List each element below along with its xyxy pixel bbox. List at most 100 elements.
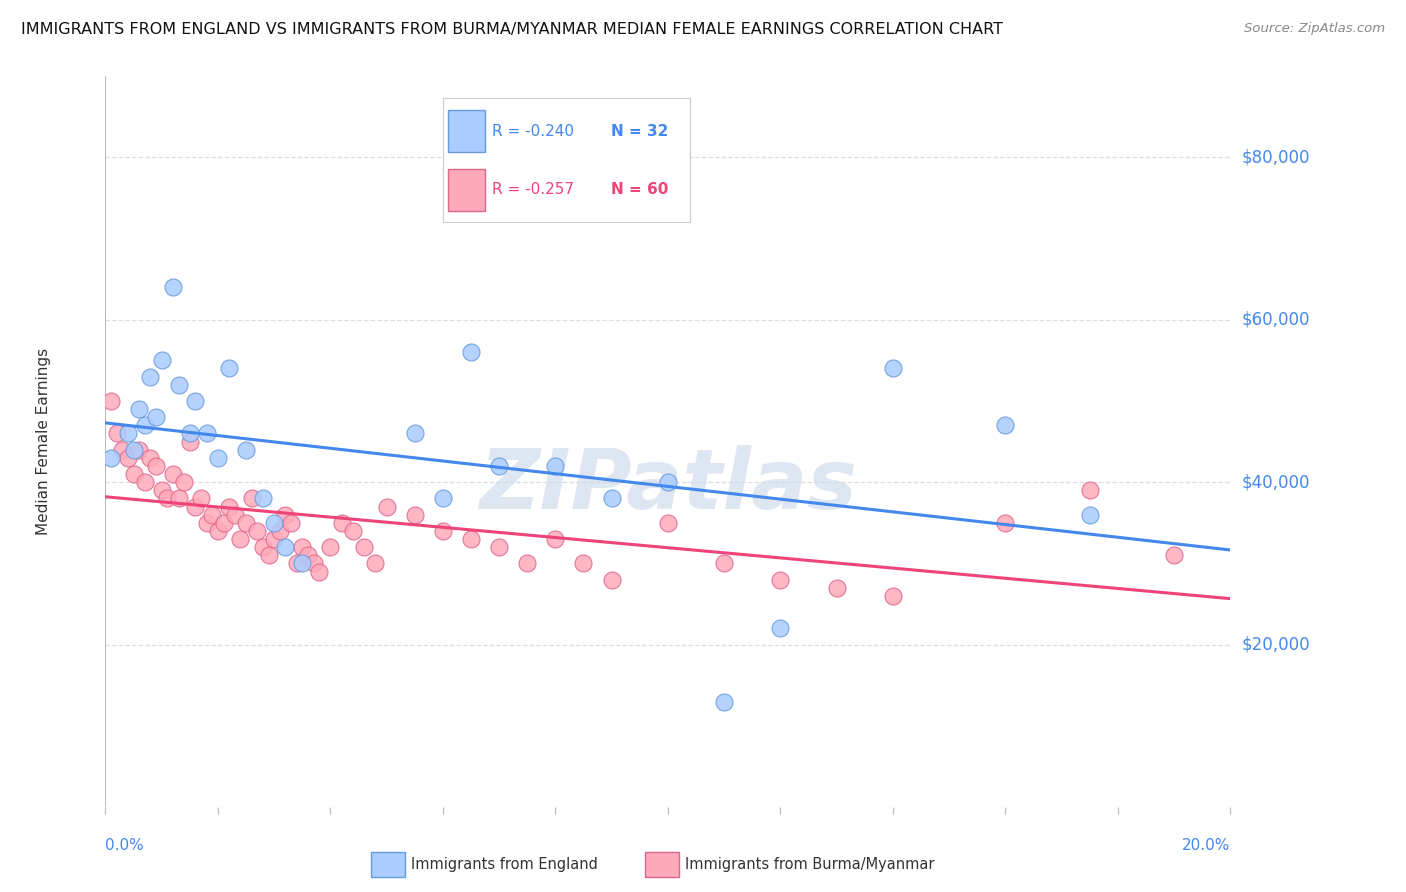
Point [1078, 483, 1101, 498]
Point [460, 532, 482, 546]
Point [600, 573, 623, 587]
Point [404, 508, 426, 522]
Point [145, 458, 167, 473]
Point [657, 516, 679, 530]
Text: $80,000: $80,000 [1241, 148, 1310, 166]
Point [297, 549, 319, 563]
Point [882, 361, 904, 376]
Point [167, 377, 190, 392]
Point [274, 540, 297, 554]
Point [173, 475, 195, 490]
Point [353, 540, 375, 554]
Point [167, 491, 190, 506]
Point [994, 516, 1017, 530]
Point [207, 450, 229, 465]
Point [128, 442, 150, 457]
Point [1078, 508, 1101, 522]
Point [882, 589, 904, 603]
Point [257, 549, 280, 563]
Point [330, 516, 353, 530]
Point [488, 540, 510, 554]
Point [319, 540, 342, 554]
Point [150, 353, 173, 368]
Point [342, 524, 364, 538]
Point [713, 695, 735, 709]
Text: $40,000: $40,000 [1241, 473, 1310, 491]
Point [364, 557, 387, 571]
Point [111, 442, 134, 457]
Point [218, 500, 240, 514]
Point [600, 491, 623, 506]
Point [308, 565, 330, 579]
Text: Immigrants from Burma/Myanmar: Immigrants from Burma/Myanmar [685, 857, 934, 871]
Text: ZIPatlas: ZIPatlas [479, 445, 856, 526]
Text: Median Female Earnings: Median Female Earnings [37, 348, 51, 535]
Point [235, 442, 257, 457]
Point [285, 557, 308, 571]
Point [432, 491, 454, 506]
Point [156, 491, 179, 506]
Point [229, 532, 252, 546]
Point [224, 508, 246, 522]
Point [134, 475, 156, 490]
Point [516, 557, 538, 571]
Text: Source: ZipAtlas.com: Source: ZipAtlas.com [1244, 22, 1385, 36]
Point [139, 369, 162, 384]
Point [195, 516, 218, 530]
Point [291, 557, 314, 571]
Point [252, 491, 274, 506]
Point [128, 402, 150, 417]
Text: Immigrants from England: Immigrants from England [411, 857, 598, 871]
Point [179, 426, 201, 441]
Text: 0.0%: 0.0% [105, 838, 145, 853]
Point [105, 426, 128, 441]
Point [1163, 549, 1185, 563]
Point [117, 450, 139, 465]
Point [713, 557, 735, 571]
Point [274, 508, 297, 522]
Point [139, 450, 162, 465]
Point [769, 573, 792, 587]
Point [212, 516, 235, 530]
Text: $20,000: $20,000 [1241, 636, 1310, 654]
Point [117, 426, 139, 441]
Point [150, 483, 173, 498]
Point [825, 581, 848, 595]
Point [184, 500, 207, 514]
Point [184, 393, 207, 408]
Point [201, 508, 224, 522]
Point [100, 393, 122, 408]
Point [432, 524, 454, 538]
Point [994, 418, 1017, 433]
Point [207, 524, 229, 538]
Point [246, 524, 269, 538]
Point [145, 410, 167, 425]
Point [162, 280, 184, 294]
Point [195, 426, 218, 441]
Text: 20.0%: 20.0% [1182, 838, 1230, 853]
Point [404, 426, 426, 441]
Point [572, 557, 595, 571]
Point [252, 540, 274, 554]
Point [291, 540, 314, 554]
Point [179, 434, 201, 449]
Point [122, 467, 145, 481]
Point [302, 557, 325, 571]
Point [218, 361, 240, 376]
Point [375, 500, 398, 514]
Point [240, 491, 263, 506]
Point [544, 458, 567, 473]
Point [488, 458, 510, 473]
Point [544, 532, 567, 546]
Point [100, 450, 122, 465]
Point [134, 418, 156, 433]
Point [162, 467, 184, 481]
Point [657, 475, 679, 490]
Point [263, 532, 285, 546]
Point [769, 622, 792, 636]
Point [122, 442, 145, 457]
Point [280, 516, 302, 530]
Point [269, 524, 291, 538]
Point [190, 491, 212, 506]
Point [263, 516, 285, 530]
